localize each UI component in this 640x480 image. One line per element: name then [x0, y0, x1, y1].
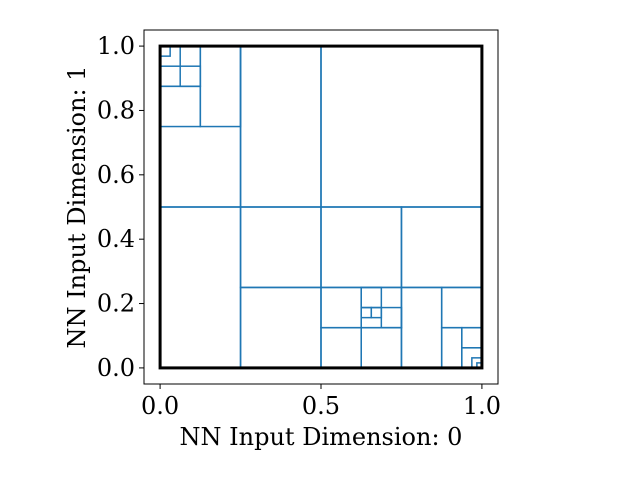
y-axis: 0.0 0.2 0.4 0.6 0.8 1.0: [97, 32, 144, 382]
x-axis-title: NN Input Dimension: 0: [180, 423, 463, 451]
x-tick-label: 1.0: [463, 392, 501, 420]
y-tick-label: 0.6: [97, 161, 135, 189]
domain-boundary: [158, 44, 484, 370]
x-tick-label: 0.0: [141, 392, 179, 420]
y-tick-label: 0.8: [97, 96, 135, 124]
x-tick-label: 0.5: [302, 392, 340, 420]
y-tick-label: 0.4: [97, 225, 135, 253]
partition-cell: [370, 306, 383, 319]
y-axis-title: NN Input Dimension: 1: [63, 66, 91, 349]
y-tick-label: 0.2: [97, 290, 135, 318]
partition-cell: [179, 65, 202, 88]
y-tick-label: 0.0: [97, 354, 135, 382]
y-tick-label: 1.0: [97, 32, 135, 60]
x-axis: 0.0 0.5 1.0: [141, 384, 501, 420]
